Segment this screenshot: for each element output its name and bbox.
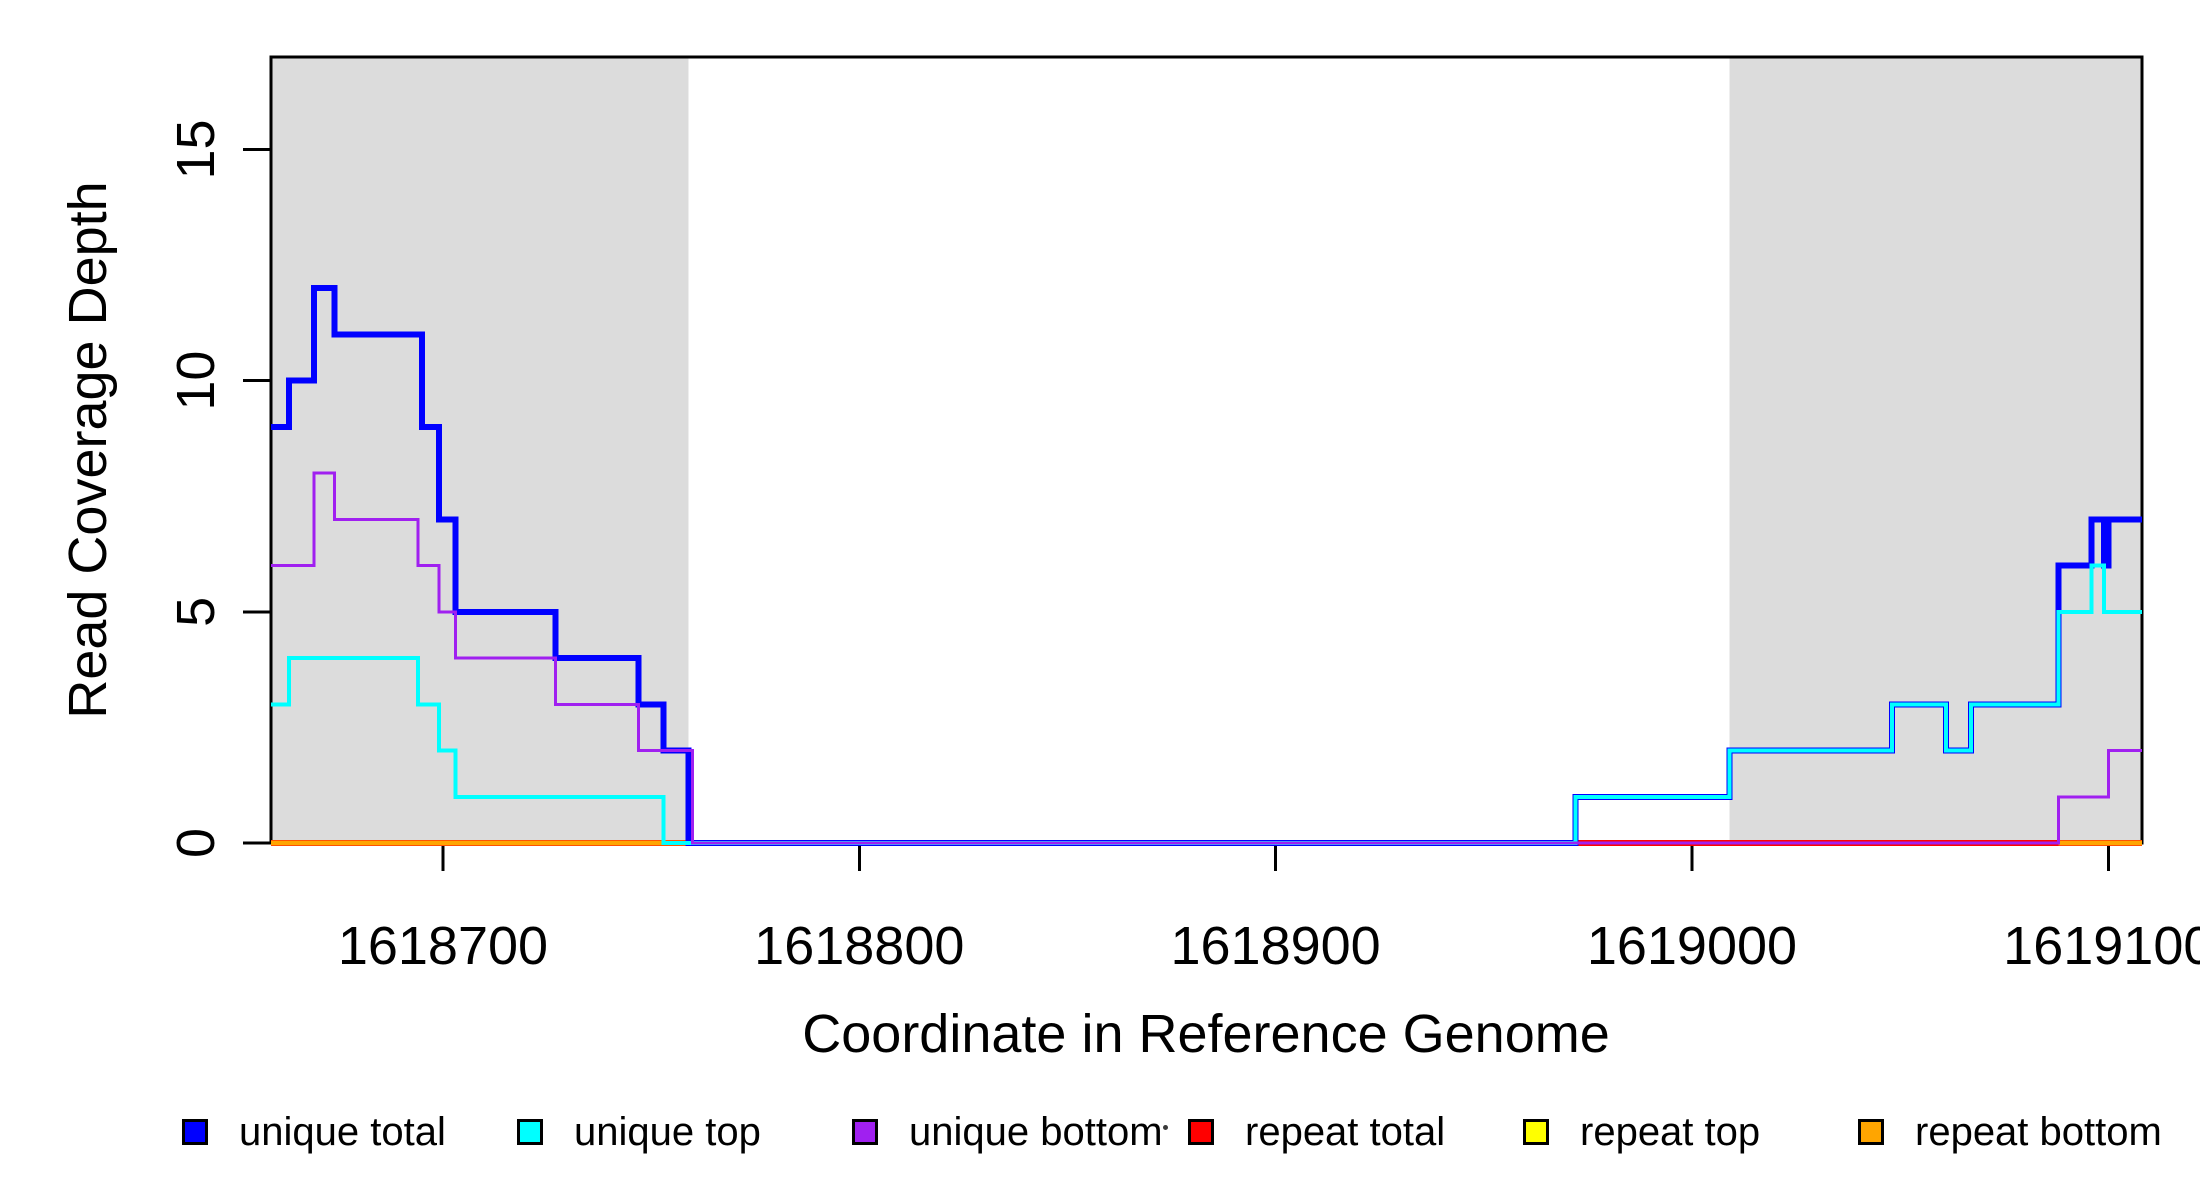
legend-label: repeat bottom (1915, 1109, 2162, 1154)
legend-swatch-repeat-bottom (1858, 1119, 1884, 1145)
legend-label: unique total (239, 1109, 446, 1154)
series-unique-total (271, 285, 2142, 846)
shaded-region (1729, 57, 2142, 843)
legend-item-unique-bottom: unique bottom (852, 1110, 1163, 1154)
x-tick-label: 1618800 (754, 916, 964, 976)
legend-item-repeat-top: repeat top (1523, 1110, 1760, 1154)
x-tick-label: 1618700 (338, 916, 548, 976)
legend-item-unique-total: unique total (182, 1110, 446, 1154)
legend-item-unique-top: unique top (517, 1110, 761, 1154)
x-tick-label: 1618900 (1170, 916, 1380, 976)
legend-label: repeat top (1580, 1109, 1761, 1154)
legend-swatch-repeat-top (1523, 1119, 1549, 1145)
x-tick-label: 1619000 (1587, 916, 1797, 976)
legend-label: repeat total (1245, 1109, 1446, 1154)
series-unique-top (271, 563, 2142, 845)
x-tick-label: 1619100 (2003, 916, 2200, 976)
y-tick-label: 15 (166, 119, 226, 179)
legend-label: unique top (574, 1109, 761, 1154)
legend-item-repeat-total: repeat total (1188, 1110, 1445, 1154)
x-axis-title: Coordinate in Reference Genome (802, 1004, 1609, 1064)
stray-mark (1163, 1125, 1168, 1130)
y-tick-label: 5 (166, 597, 226, 627)
y-tick-label: 10 (166, 351, 226, 411)
legend-label: unique bottom (909, 1109, 1163, 1154)
y-axis-title: Read Coverage Depth (58, 181, 118, 718)
legend-swatch-unique-bottom (852, 1119, 878, 1145)
y-tick-label: 0 (166, 828, 226, 858)
shaded-region (271, 57, 689, 843)
legend-item-repeat-bottom: repeat bottom (1858, 1110, 2162, 1154)
legend-swatch-unique-top (517, 1119, 543, 1145)
legend-swatch-unique-total (182, 1119, 208, 1145)
legend-swatch-repeat-total (1188, 1119, 1214, 1145)
series-unique-bottom (271, 471, 2142, 845)
